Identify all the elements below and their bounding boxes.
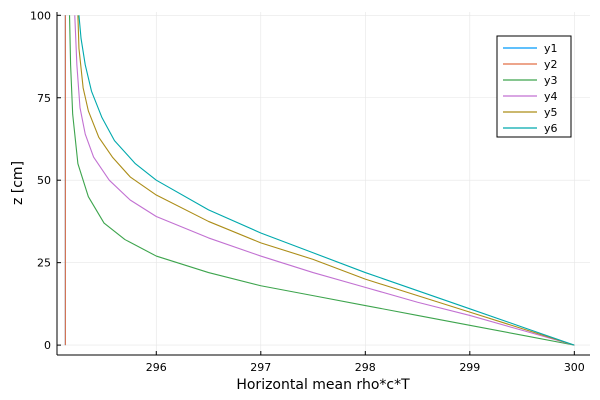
x-tick-label: 300 — [564, 361, 585, 374]
legend-label-y2: y2 — [544, 58, 558, 71]
x-ticks: 296 297 298 299 300 — [146, 351, 585, 374]
legend: y1 y2 y3 y4 y5 y6 — [496, 35, 572, 138]
y-tick-label: 25 — [37, 257, 51, 270]
axes — [56, 12, 590, 356]
x-tick-label: 297 — [250, 361, 271, 374]
y-tick-label: 75 — [37, 92, 51, 105]
legend-label-y5: y5 — [544, 106, 558, 119]
y-axis-label: z [cm] — [10, 161, 26, 205]
series-lines — [64, 15, 575, 346]
legend-label-y3: y3 — [544, 74, 558, 87]
series-line-y4 — [74, 15, 575, 346]
y-tick-label: 50 — [37, 174, 51, 187]
x-tick-label: 296 — [146, 361, 167, 374]
x-tick-label: 298 — [355, 361, 376, 374]
y-tick-label: 0 — [44, 339, 51, 352]
series-line-y3 — [68, 15, 575, 346]
legend-label-y1: y1 — [544, 42, 558, 55]
y-ticks: 0 25 50 75 100 — [30, 9, 61, 352]
series-line-y6 — [78, 15, 575, 346]
x-axis-label: Horizontal mean rho*c*T — [236, 377, 410, 393]
legend-label-y6: y6 — [544, 122, 558, 135]
series-line-y5 — [77, 15, 575, 346]
y-tick-label: 100 — [30, 9, 51, 22]
x-tick-label: 299 — [459, 361, 480, 374]
legend-label-y4: y4 — [544, 90, 558, 103]
legend-box — [496, 35, 572, 138]
